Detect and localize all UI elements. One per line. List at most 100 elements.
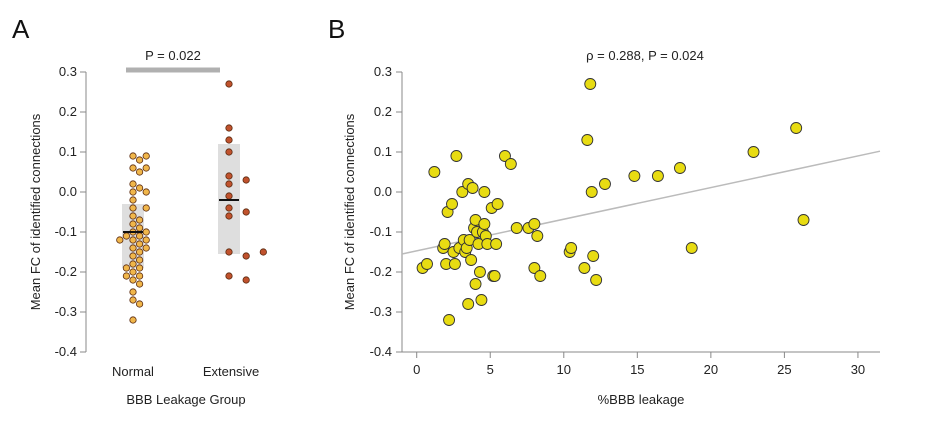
panel-a-point-normal [136, 248, 144, 256]
panel-b-ytick-label: 0.1 [374, 144, 392, 159]
panel-b-ytick-label: -0.2 [370, 264, 392, 279]
panel-b-point [462, 298, 475, 310]
panel-a-ytick-label: -0.4 [55, 344, 77, 359]
panel-a-point-normal [142, 228, 150, 236]
panel-a-point-extensive [259, 248, 267, 256]
panel-a-point-normal [129, 152, 137, 160]
panel-b-point [584, 78, 597, 90]
panel-a-point-normal [129, 288, 137, 296]
panel-b-point [599, 178, 611, 190]
panel-b-ytick-label: 0.0 [374, 184, 392, 199]
panel-a-ytick-label: -0.3 [55, 304, 77, 319]
panel-b-point [421, 258, 433, 270]
panel-b-xtick-label: 0 [413, 362, 420, 377]
panel-a-letter: A [12, 14, 30, 44]
panel-b-scatter-plot: 0.3 0.2 0.1 0.0 -0.1 -0.2 -0.3 -0.4 0 5 10 15 20 25 3… [342, 48, 881, 407]
panel-a-ytick-label: -0.1 [55, 224, 77, 239]
panel-a-ytick-label: 0.0 [59, 184, 77, 199]
panel-b-point [443, 314, 456, 326]
panel-a-point-extensive [242, 176, 250, 184]
panel-a-ytick-label: 0.2 [59, 104, 77, 119]
panel-b-point [585, 186, 598, 198]
panel-a-point-normal [136, 264, 144, 272]
panel-a-means [123, 199, 239, 233]
panel-b-ytick-label: -0.3 [370, 304, 392, 319]
panel-a-point-extensive [225, 204, 233, 212]
panel-a-point-normal [122, 272, 131, 280]
panel-a-point-normal [136, 184, 144, 192]
panel-b-correlation: ρ = 0.288, P = 0.024 [586, 48, 704, 63]
panel-b-x-axis-title: %BBB leakage [598, 392, 685, 407]
panel-a-point-normal [129, 220, 137, 228]
panel-b-point [747, 146, 760, 158]
panel-a-point-extensive [225, 272, 233, 280]
panel-b-ytick-label: -0.1 [370, 224, 392, 239]
panel-b-point [528, 262, 541, 274]
panel-a-point-extensive [242, 252, 250, 260]
panel-b-point [474, 266, 486, 278]
panel-a-point-normal [142, 204, 150, 212]
panel-a-point-normal [136, 300, 144, 308]
panel-a-point-normal [136, 280, 144, 288]
panel-b-xtick-label: 5 [487, 362, 494, 377]
panel-a-point-normal [129, 252, 137, 260]
panel-a-point-extensive [242, 208, 250, 216]
panel-a-point-normal [136, 232, 144, 240]
panel-a-point-normal [142, 164, 150, 172]
panel-a-point-normal [122, 232, 131, 240]
panel-b-point [581, 134, 594, 146]
panel-b-points [416, 78, 810, 326]
panel-b-point [478, 186, 491, 198]
panel-b-point [465, 254, 478, 266]
panel-b-point [466, 182, 479, 194]
panel-a-point-normal [116, 236, 124, 244]
panel-b-point [587, 250, 600, 262]
panel-a-point-normal [129, 164, 137, 172]
panel-b-ytick-label: 0.3 [374, 64, 392, 79]
panel-a-point-normal [136, 240, 144, 248]
panel-a-points [116, 80, 267, 324]
panel-a-point-normal [129, 196, 137, 204]
panel-a-point-normal [122, 264, 131, 272]
panel-a-xtick-normal: Normal [112, 364, 154, 379]
panel-a-point-normal [136, 216, 144, 224]
panel-b-point [674, 162, 686, 174]
panel-a-point-normal [142, 244, 150, 252]
panel-a-ytick-label: 0.3 [59, 64, 77, 79]
panel-a-point-normal [129, 188, 137, 196]
panel-b-point [490, 238, 503, 250]
panel-b-xtick-label: 20 [704, 362, 718, 377]
panel-b-point [628, 170, 641, 182]
panel-b-point [450, 150, 463, 162]
panel-b-x-ticks: 0 5 10 15 20 25 30 [413, 352, 865, 377]
panel-b-letter: B [328, 14, 345, 44]
panel-b-xtick-label: 25 [777, 362, 791, 377]
panel-a-point-extensive [225, 80, 233, 88]
panel-a-point-normal [129, 276, 137, 284]
panel-a-point-normal [136, 224, 144, 232]
panel-b-point [438, 238, 451, 250]
panel-b-point [475, 294, 488, 306]
panel-b-point [651, 170, 664, 182]
panel-a-point-normal [129, 180, 137, 188]
panel-b-point [534, 270, 547, 282]
panel-a-point-normal [129, 316, 137, 324]
panel-b-point [456, 186, 469, 198]
panel-b-point [448, 258, 461, 270]
panel-a-point-normal [136, 272, 144, 280]
panel-a-y-axis-title: Mean FC of identified connections [28, 113, 43, 310]
panel-b-xtick-label: 10 [557, 362, 571, 377]
panel-b-point [491, 198, 504, 210]
panel-a-point-normal [129, 236, 137, 244]
panel-b-point [428, 166, 441, 178]
panel-b-point [510, 222, 523, 234]
panel-a-point-extensive [225, 148, 233, 156]
panel-a-point-normal [142, 188, 150, 196]
panel-b-point [488, 270, 501, 282]
panel-a-xtick-extensive: Extensive [203, 364, 259, 379]
panel-b-point [531, 230, 544, 242]
panel-a-point-normal [129, 260, 137, 268]
panel-b-y-ticks: 0.3 0.2 0.1 0.0 -0.1 -0.2 -0.3 -0.4 [370, 64, 402, 359]
panel-b-point [565, 242, 578, 254]
panel-b-point [469, 278, 482, 290]
